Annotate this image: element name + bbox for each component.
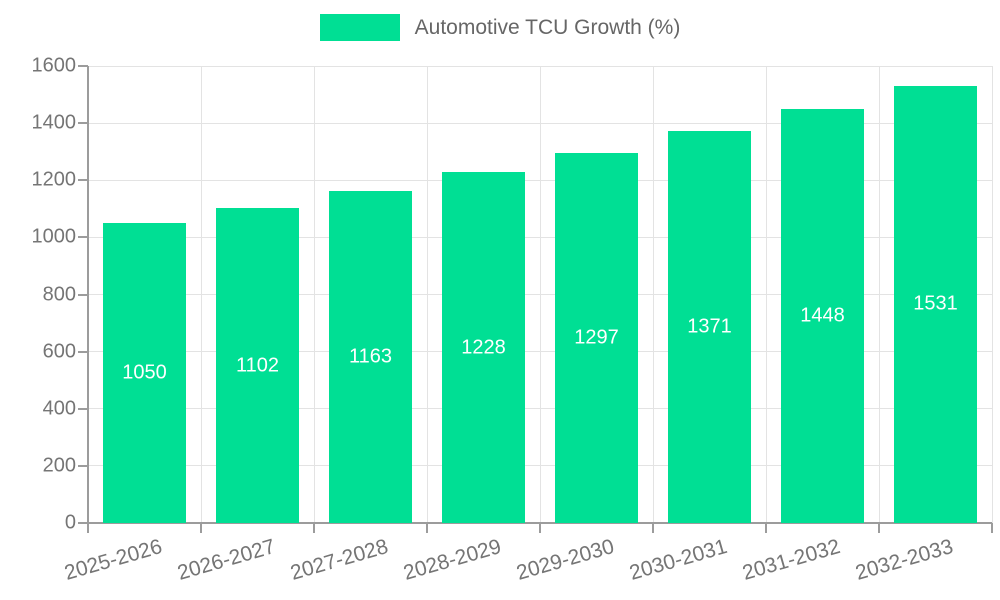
x-axis-line <box>88 522 992 524</box>
x-tick <box>765 523 767 533</box>
bar-2031-2032[interactable] <box>781 109 864 523</box>
x-tick-label: 2030-2031 <box>626 535 730 585</box>
y-tick-label: 1200 <box>31 168 77 191</box>
x-tick-label: 2025-2026 <box>61 535 165 585</box>
bar-value-label: 1448 <box>800 304 845 327</box>
y-axis-line <box>87 66 89 525</box>
y-tick <box>78 179 88 182</box>
bar-value-label: 1371 <box>687 315 732 338</box>
bar-value-label: 1297 <box>574 326 619 349</box>
y-tick <box>78 122 88 125</box>
bar-value-label: 1102 <box>235 354 280 377</box>
y-tick <box>78 464 88 467</box>
bar-2032-2033[interactable] <box>894 85 977 523</box>
y-tick <box>78 350 88 353</box>
y-tick-label: 800 <box>42 283 76 305</box>
x-tick <box>991 523 993 533</box>
bar-2025-2026[interactable] <box>103 223 186 523</box>
x-gridline <box>652 66 654 523</box>
bar-2026-2027[interactable] <box>216 208 299 523</box>
y-tick-label: 0 <box>64 511 76 534</box>
legend-swatch <box>319 14 400 41</box>
x-tick <box>878 523 880 533</box>
y-tick <box>78 522 88 524</box>
x-gridline <box>765 66 767 523</box>
bar-value-label: 1050 <box>122 361 167 384</box>
x-gridline <box>200 66 202 523</box>
x-gridline <box>426 66 428 523</box>
x-tick-label: 2031-2032 <box>739 535 843 585</box>
y-tick-label: 1600 <box>31 54 77 77</box>
x-gridline <box>539 66 541 523</box>
bar-2030-2031[interactable] <box>668 131 751 523</box>
bar-2028-2029[interactable] <box>442 172 525 523</box>
x-tick <box>652 523 654 533</box>
bar-2027-2028[interactable] <box>329 190 412 523</box>
y-tick-label: 1400 <box>31 111 77 134</box>
bar-2029-2030[interactable] <box>555 152 638 523</box>
bar-value-label: 1163 <box>348 345 393 368</box>
x-tick <box>200 523 202 533</box>
y-tick <box>78 293 88 296</box>
x-tick <box>539 523 541 533</box>
bar-value-label: 1531 <box>913 292 958 315</box>
x-tick-label: 2027-2028 <box>287 535 391 585</box>
x-tick-label: 2026-2027 <box>174 535 278 585</box>
x-tick <box>426 523 428 533</box>
y-tick <box>78 65 88 67</box>
x-tick <box>87 523 89 533</box>
legend[interactable]: Automotive TCU Growth (%) <box>0 14 1000 41</box>
x-tick-label: 2029-2030 <box>513 535 617 585</box>
x-gridline <box>313 66 315 523</box>
y-tick-label: 400 <box>42 397 76 420</box>
y-tick-label: 1000 <box>31 225 77 248</box>
x-gridline <box>991 66 993 523</box>
y-tick <box>78 236 88 239</box>
bar-value-label: 1228 <box>461 336 506 359</box>
x-tick <box>313 523 315 533</box>
y-tick-label: 200 <box>42 454 76 477</box>
y-tick <box>78 407 88 410</box>
y-tick-label: 600 <box>42 340 76 363</box>
legend-label: Automotive TCU Growth (%) <box>414 15 681 39</box>
x-gridline <box>878 66 880 523</box>
x-tick-label: 2032-2033 <box>852 535 956 585</box>
x-tick-label: 2028-2029 <box>400 535 504 585</box>
